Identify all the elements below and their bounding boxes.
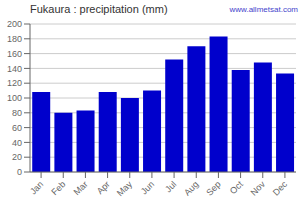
svg-text:60: 60 — [12, 123, 22, 133]
svg-text:120: 120 — [8, 78, 22, 88]
svg-text:Feb: Feb — [49, 179, 67, 197]
svg-text:Mar: Mar — [72, 179, 90, 197]
svg-text:May: May — [115, 179, 134, 198]
svg-text:Apr: Apr — [95, 179, 112, 196]
svg-text:Aug: Aug — [182, 179, 200, 197]
svg-text:20: 20 — [12, 152, 22, 162]
html-text:Fukaura : precipitation (mm): Fukaura : precipitation (mm) — [30, 3, 168, 15]
svg-text:160: 160 — [8, 49, 22, 59]
svg-text:40: 40 — [12, 138, 22, 148]
svg-text:0: 0 — [17, 167, 22, 177]
svg-text:Nov: Nov — [249, 179, 268, 198]
svg-text:180: 180 — [8, 34, 22, 44]
svg-text:80: 80 — [12, 108, 22, 118]
svg-text:Jan: Jan — [28, 179, 45, 196]
svg-text:Oct: Oct — [228, 179, 245, 196]
html-text:www.allmetsat.com: www.allmetsat.com — [229, 4, 298, 14]
svg-text:Jul: Jul — [163, 179, 178, 194]
svg-text:Sep: Sep — [204, 179, 222, 197]
svg-text:Jun: Jun — [139, 179, 156, 196]
svg-text:Dec: Dec — [271, 179, 290, 198]
svg-text:200: 200 — [8, 19, 22, 29]
svg-text:100: 100 — [8, 93, 22, 103]
svg-text:140: 140 — [8, 64, 22, 74]
